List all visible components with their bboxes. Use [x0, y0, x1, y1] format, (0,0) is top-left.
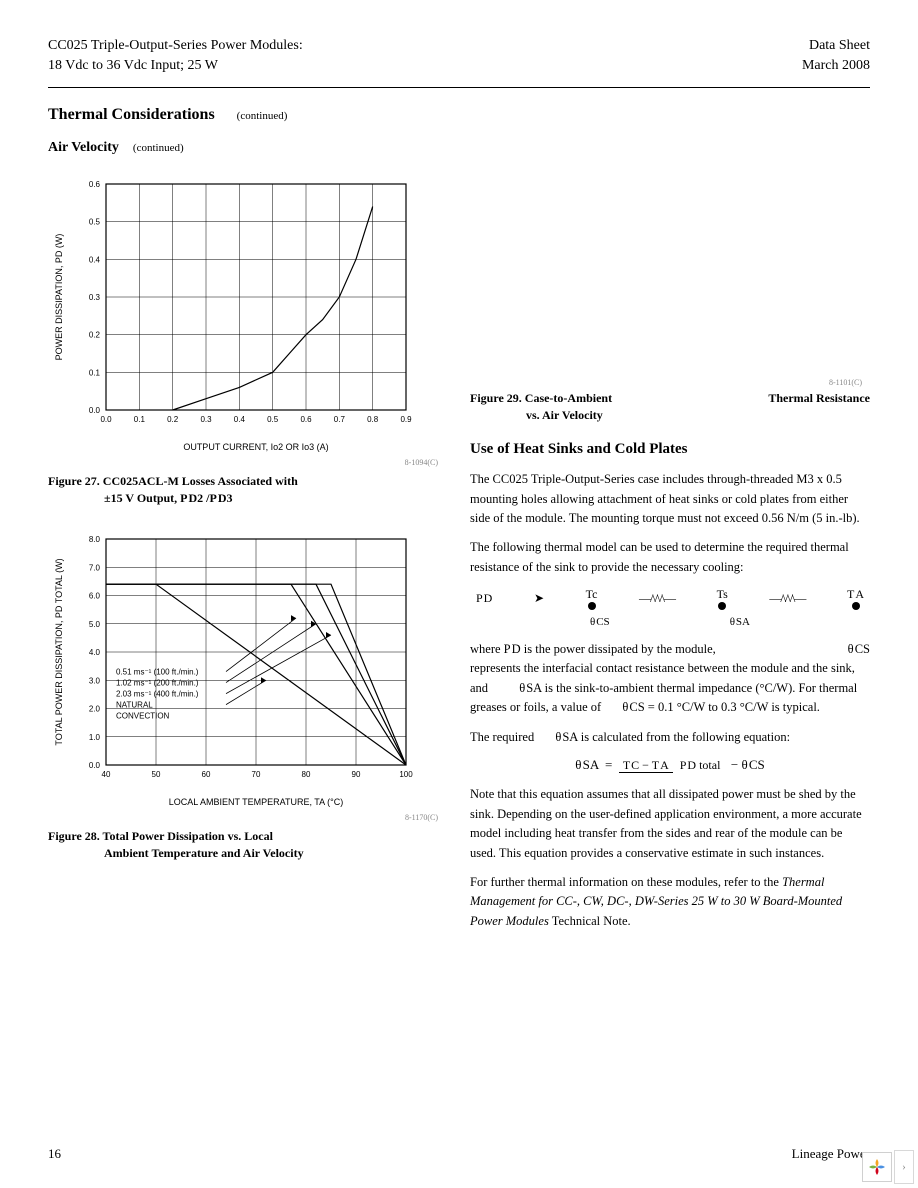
svg-text:OUTPUT CURRENT, Io2 OR Io3 (A): OUTPUT CURRENT, Io2 OR Io3 (A) [183, 442, 328, 452]
figure-28-chart: 40 50 60 70 80 90 100 0.0 1.0 2.0 3.0 4.0 5.0 6.0 7.0 8… [48, 531, 446, 811]
svg-text:0.7: 0.7 [334, 415, 346, 424]
svg-text:0.4: 0.4 [234, 415, 246, 424]
page-number: 16 [48, 1146, 61, 1162]
company-name: Lineage Power [792, 1146, 870, 1162]
svg-text:0.6: 0.6 [89, 180, 101, 189]
pager-widget: › [862, 1150, 914, 1184]
heat-sinks-heading: Use of Heat Sinks and Cold Plates [470, 441, 870, 458]
svg-text:TOTAL POWER DISSIPATION, PD TO: TOTAL POWER DISSIPATION, PD TOTAL (W) [54, 558, 64, 745]
thermal-considerations-heading: Thermal Considerations (continued) [48, 106, 446, 130]
svg-text:7.0: 7.0 [89, 563, 101, 572]
pager-logo-icon[interactable] [862, 1152, 892, 1182]
svg-text:0.6: 0.6 [300, 415, 312, 424]
svg-text:0.8: 0.8 [367, 415, 379, 424]
svg-text:NATURAL: NATURAL [116, 700, 153, 709]
resistor-icon: —/\/\/\— [639, 591, 675, 606]
svg-text:0.4: 0.4 [89, 256, 101, 265]
svg-text:0.0: 0.0 [89, 761, 101, 770]
svg-text:0.2: 0.2 [89, 331, 101, 340]
chevron-right-icon: › [902, 1161, 906, 1173]
subsection-title: Air Velocity [48, 140, 119, 156]
svg-text:60: 60 [202, 770, 211, 779]
svg-text:50: 50 [152, 770, 161, 779]
svg-text:0.3: 0.3 [200, 415, 212, 424]
svg-text:90: 90 [352, 770, 361, 779]
paragraph-6: For further thermal information on these… [470, 873, 870, 931]
right-column: 8-1101(C) Figure 29. Case-to-Ambient The… [470, 106, 870, 941]
equation-theta-sa: θ SA = T C − T A P D total − θ CS [470, 757, 870, 774]
svg-text:0.5: 0.5 [267, 415, 279, 424]
product-title-2: 18 Vdc to 36 Vdc Input; 25 W [48, 56, 303, 76]
doc-date: March 2008 [802, 56, 870, 76]
svg-text:3.0: 3.0 [89, 676, 101, 685]
svg-text:1.02 ms⁻¹ (200 ft./min.): 1.02 ms⁻¹ (200 ft./min.) [116, 678, 199, 687]
header-right: Data Sheet March 2008 [802, 36, 870, 75]
page-header: CC025 Triple-Output-Series Power Modules… [48, 36, 870, 75]
node-tc: Tc [586, 587, 598, 610]
figure-28-code: 8-1170(C) [48, 813, 438, 822]
svg-text:0.3: 0.3 [89, 293, 101, 302]
resistor-icon: —/\/\/\— [769, 591, 805, 606]
header-rule [48, 87, 870, 88]
svg-text:POWER DISSIPATION, PD (W): POWER DISSIPATION, PD (W) [54, 234, 64, 361]
svg-text:6.0: 6.0 [89, 591, 101, 600]
svg-text:4.0: 4.0 [89, 648, 101, 657]
continued-label: (continued) [237, 110, 288, 122]
arrow-icon: ➤ [534, 591, 544, 606]
svg-text:0.1: 0.1 [134, 415, 146, 424]
figure-27-chart: 0.0 0.1 0.2 0.3 0.4 0.5 0.6 0.7 0.8 0.9 0.0 0.1 0.2 0… [48, 176, 446, 456]
figure-28-caption: Figure 28. Total Power Dissipation vs. L… [48, 828, 446, 862]
svg-text:80: 80 [302, 770, 311, 779]
svg-text:0.0: 0.0 [100, 415, 112, 424]
section-title: Thermal Considerations [48, 106, 215, 124]
page-footer: 16 Lineage Power [48, 1146, 870, 1162]
air-velocity-heading: Air Velocity (continued) [48, 140, 446, 162]
paragraph-4: The required θ SA is calculated from the… [470, 728, 870, 747]
svg-text:0.9: 0.9 [400, 415, 412, 424]
svg-text:40: 40 [102, 770, 111, 779]
paragraph-5: Note that this equation assumes that all… [470, 785, 870, 863]
svg-text:0.2: 0.2 [167, 415, 179, 424]
paragraph-2: The following thermal model can be used … [470, 538, 870, 577]
header-left: CC025 Triple-Output-Series Power Modules… [48, 36, 303, 75]
pager-next-button[interactable]: › [894, 1150, 914, 1184]
paragraph-1: The CC025 Triple-Output-Series case incl… [470, 470, 870, 528]
svg-text:0.0: 0.0 [89, 406, 101, 415]
svg-text:2.0: 2.0 [89, 704, 101, 713]
figure-29-caption-row1: Figure 29. Case-to-Ambient Thermal Resis… [470, 391, 870, 406]
node-ta: T A [847, 587, 864, 610]
product-title-1: CC025 Triple-Output-Series Power Modules… [48, 36, 303, 56]
doc-type: Data Sheet [802, 36, 870, 56]
svg-text:8.0: 8.0 [89, 535, 101, 544]
svg-text:0.1: 0.1 [89, 369, 101, 378]
continued-label: (continued) [133, 142, 184, 154]
svg-text:0.5: 0.5 [89, 218, 101, 227]
svg-text:5.0: 5.0 [89, 620, 101, 629]
svg-text:2.03 ms⁻¹ (400 ft./min.): 2.03 ms⁻¹ (400 ft./min.) [116, 689, 199, 698]
paragraph-3: where P D is the power dissipated by the… [470, 640, 870, 718]
svg-text:70: 70 [252, 770, 261, 779]
svg-text:CONVECTION: CONVECTION [116, 711, 170, 720]
thermal-model-diagram: P D ➤ Tc —/\/\/\— Ts —/\/\/\— T A [470, 587, 870, 610]
svg-text:1.0: 1.0 [89, 733, 101, 742]
figure-29-chart [470, 106, 870, 376]
thermal-model-labels: θ CS θ SA [470, 616, 870, 628]
svg-text:100: 100 [399, 770, 413, 779]
svg-text:LOCAL AMBIENT TEMPERATURE, TA: LOCAL AMBIENT TEMPERATURE, TA (°C) [169, 797, 343, 807]
node-pd: P D [476, 591, 492, 606]
figure-27-code: 8-1094(C) [48, 458, 438, 467]
content-columns: Thermal Considerations (continued) Air V… [48, 106, 870, 941]
left-column: Thermal Considerations (continued) Air V… [48, 106, 446, 941]
figure-29-caption-row2: vs. Air Velocity [526, 408, 870, 423]
node-ts: Ts [717, 587, 728, 610]
figure-29-code: 8-1101(C) [470, 378, 862, 387]
figure-27-caption: Figure 27. CC025ACL-M Losses Associated … [48, 473, 446, 507]
svg-text:0.51 ms⁻¹ (100 ft./min.): 0.51 ms⁻¹ (100 ft./min.) [116, 667, 199, 676]
